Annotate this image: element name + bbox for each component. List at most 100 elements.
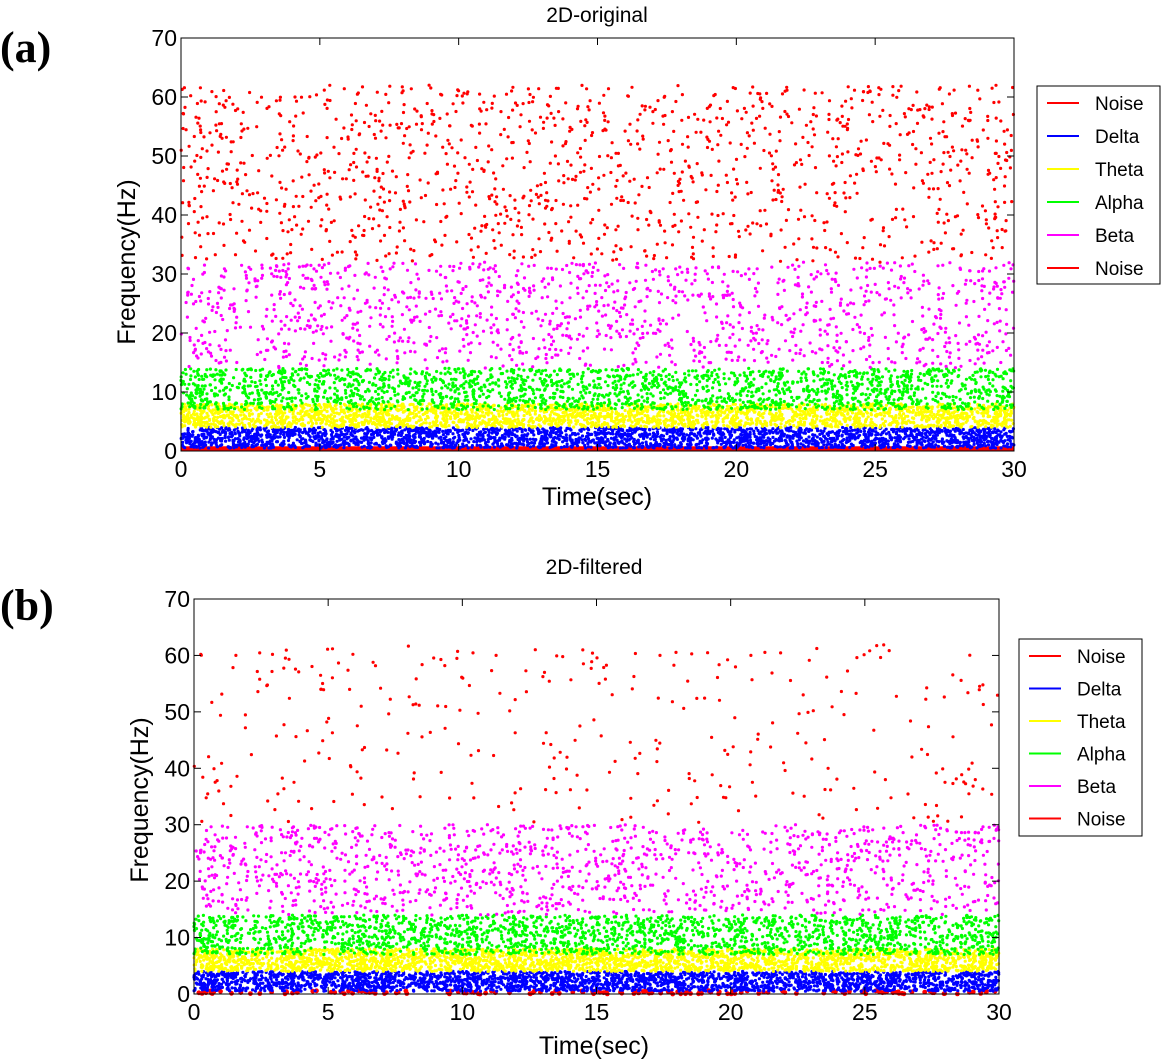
data-point <box>270 442 274 446</box>
data-point <box>183 432 187 436</box>
data-point <box>563 414 567 418</box>
data-point <box>237 422 241 426</box>
data-point <box>942 444 947 448</box>
data-point <box>668 435 672 439</box>
data-point <box>296 411 300 415</box>
data-point <box>633 418 637 422</box>
data-point <box>870 425 875 429</box>
data-point <box>831 419 835 423</box>
data-point <box>513 419 517 423</box>
data-point <box>725 404 730 408</box>
data-point <box>355 441 359 445</box>
data-point <box>881 436 885 440</box>
data-point <box>463 438 467 442</box>
data-point <box>297 430 301 434</box>
data-point <box>705 442 710 446</box>
data-point <box>356 429 360 433</box>
data-point <box>1005 442 1010 446</box>
data-point <box>220 409 224 414</box>
data-point <box>775 438 779 442</box>
data-point <box>522 414 526 418</box>
data-point <box>878 425 882 429</box>
data-point <box>850 428 855 432</box>
data-point <box>360 420 364 424</box>
data-point <box>517 420 521 424</box>
data-point <box>450 441 455 445</box>
data-point <box>856 435 861 439</box>
data-point <box>657 410 662 414</box>
data-point <box>383 430 387 435</box>
data-point <box>769 441 774 445</box>
data-point <box>715 421 719 425</box>
data-point <box>699 434 703 438</box>
data-point <box>693 422 697 426</box>
data-point <box>443 425 447 429</box>
data-point <box>617 429 621 433</box>
data-point <box>919 409 923 413</box>
data-point <box>989 440 993 444</box>
data-point <box>1008 439 1012 443</box>
data-point <box>399 433 403 437</box>
data-point <box>278 404 282 408</box>
data-point <box>325 438 329 442</box>
data-point <box>632 442 637 446</box>
data-point <box>739 423 743 427</box>
data-point <box>372 409 376 413</box>
data-point <box>537 414 542 418</box>
data-point <box>630 420 634 424</box>
data-point <box>711 402 716 406</box>
data-point <box>930 445 934 449</box>
data-point <box>877 439 882 444</box>
data-point <box>276 421 280 425</box>
data-point <box>341 440 345 445</box>
data-point <box>408 441 413 445</box>
data-point <box>422 442 426 446</box>
data-point <box>233 425 238 429</box>
data-point <box>978 434 982 438</box>
data-point <box>203 435 207 439</box>
data-point <box>630 431 634 435</box>
data-point <box>561 411 565 415</box>
data-point <box>700 414 704 418</box>
data-point <box>462 418 466 422</box>
data-point <box>423 430 427 434</box>
data-point <box>515 429 519 433</box>
data-point <box>437 446 441 450</box>
data-point <box>279 431 283 436</box>
data-point <box>222 430 226 434</box>
data-point <box>888 414 892 418</box>
data-point <box>836 425 840 429</box>
data-point <box>643 424 647 428</box>
data-point <box>428 421 432 425</box>
data-point <box>668 446 672 450</box>
data-point <box>396 404 400 408</box>
data-point <box>993 427 997 431</box>
data-point <box>459 412 463 416</box>
data-point <box>483 431 487 435</box>
data-point <box>859 429 863 433</box>
data-point <box>218 427 222 431</box>
data-point <box>741 443 745 447</box>
data-point <box>851 433 855 437</box>
data-point <box>999 430 1003 434</box>
data-point <box>257 418 261 422</box>
data-point <box>728 443 732 447</box>
data-point <box>748 422 752 426</box>
data-point <box>457 433 461 437</box>
data-point <box>774 411 778 415</box>
data-point <box>207 417 211 421</box>
data-point <box>375 433 380 437</box>
data-point <box>655 434 659 438</box>
data-point <box>838 420 842 424</box>
data-point <box>773 418 777 423</box>
data-point <box>227 438 231 442</box>
data-point <box>207 446 211 450</box>
data-point <box>364 427 368 431</box>
data-point <box>250 412 254 416</box>
data-point <box>314 421 318 425</box>
data-point <box>389 431 393 435</box>
data-point <box>285 425 289 429</box>
data-point <box>594 414 598 418</box>
data-point <box>607 425 611 429</box>
data-point <box>397 446 401 450</box>
